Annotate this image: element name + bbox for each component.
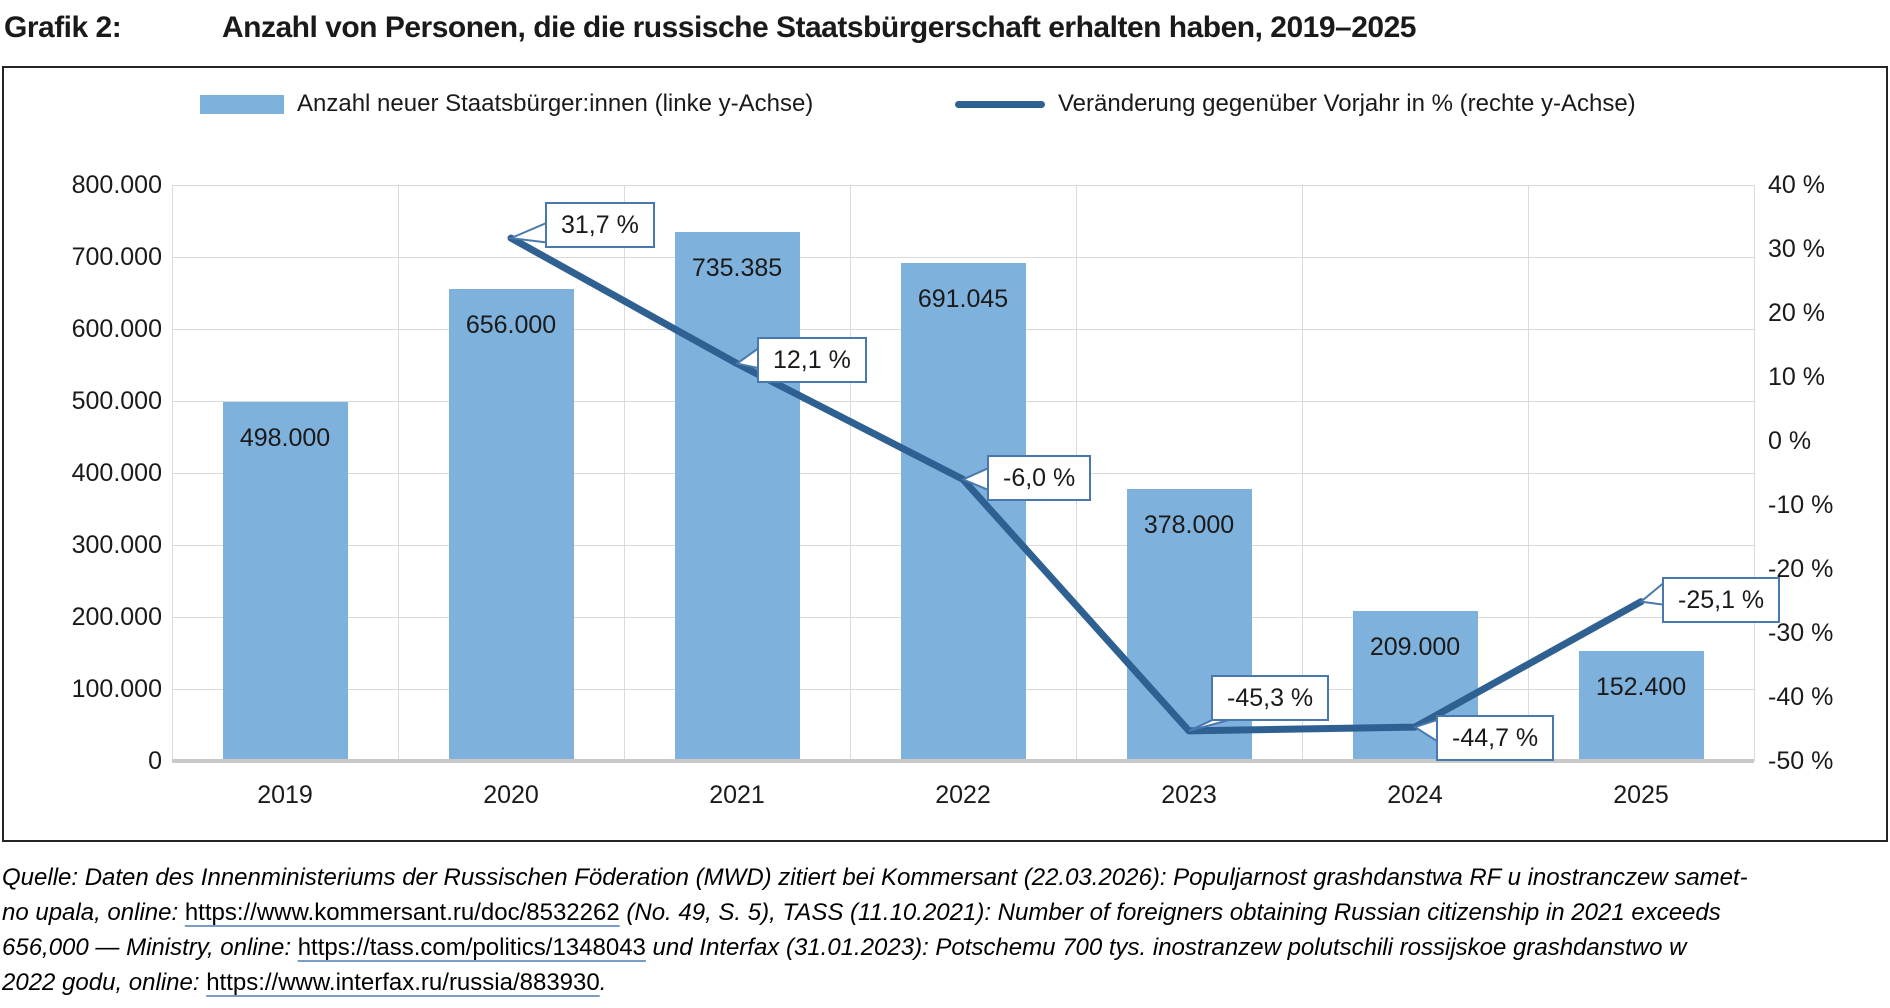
x-axis-label: 2024 (1387, 781, 1443, 809)
left-axis-tick: 0 (148, 747, 162, 775)
callout-2023: -45,3 % (1211, 675, 1330, 721)
callout-2024: -44,7 % (1436, 715, 1555, 761)
gridline-vertical (1528, 185, 1529, 761)
source-line: 2022 godu, online: https://www.interfax.… (2, 965, 1890, 1000)
callout-2021: 12,1 % (757, 337, 867, 383)
legend-bars-label: Anzahl neuer Staatsbürger:innen (linke y… (297, 90, 814, 117)
bar-2020 (448, 288, 574, 761)
bar-value-label: 209.000 (1369, 632, 1461, 661)
x-axis-line (172, 759, 1754, 763)
right-axis-tick: 40 % (1768, 171, 1825, 199)
source-text: Quelle: Daten des Innenministeriums der … (2, 864, 1748, 891)
x-axis-label: 2021 (709, 781, 765, 809)
gridline-horizontal (172, 185, 1754, 186)
gridline-vertical (850, 185, 851, 761)
gridline-horizontal (172, 257, 1754, 258)
source-text: und Interfax (31.01.2023): Potschemu 700… (645, 934, 1687, 961)
chart-legend: Anzahl neuer Staatsbürger:innen (linke y… (4, 88, 1886, 120)
source-text: no upala, online: (2, 899, 185, 926)
left-axis-tick: 800.000 (71, 171, 162, 199)
x-axis-label: 2020 (483, 781, 539, 809)
bar-value-label: 498.000 (239, 424, 331, 453)
callout-2022: -6,0 % (987, 455, 1092, 501)
callout-2025: -25,1 % (1662, 577, 1781, 623)
bar-value-label: 735.385 (691, 253, 783, 282)
left-axis-tick: 600.000 (71, 315, 162, 343)
source-text: 2022 godu, online: (2, 969, 207, 996)
source-link[interactable]: https://www.interfax.ru/russia/883930 (206, 969, 600, 996)
plot-area: 498.000 656.000 735.385 691.045 378.000 209.0… (72, 171, 1834, 809)
source-text: (No. 49, S. 5), TASS (11.10.2021): Numbe… (619, 899, 1721, 926)
source-text: 656,000 — Ministry, online: (2, 934, 298, 961)
change-line-layer (507, 219, 1667, 745)
bar-value-label: 152.400 (1595, 673, 1687, 702)
bar-value-label: 378.000 (1143, 510, 1235, 539)
source-line: no upala, online: https://www.kommersant… (2, 895, 1890, 930)
gridline-vertical (398, 185, 399, 761)
x-axis-label: 2023 (1161, 781, 1217, 809)
left-axis-tick: 500.000 (71, 387, 162, 415)
x-axis-label: 2022 (935, 781, 991, 809)
bar-2025 (1578, 651, 1704, 761)
legend-line-label: Veränderung gegenüber Vorjahr in % (rech… (1058, 90, 1636, 117)
source-link[interactable]: https://www.kommersant.ru/doc/8532262 (184, 899, 620, 926)
left-axis-tick: 400.000 (71, 459, 162, 487)
gridline-vertical (1754, 185, 1755, 761)
gridline-vertical (1302, 185, 1303, 761)
line-swatch-icon (955, 100, 1045, 108)
legend-item-bars: Anzahl neuer Staatsbürger:innen (linke y… (200, 88, 813, 120)
right-axis-tick: 30 % (1768, 235, 1825, 263)
left-axis-tick: 100.000 (71, 675, 162, 703)
right-axis-tick: 0 % (1768, 427, 1812, 455)
source-line: Quelle: Daten des Innenministeriums der … (2, 860, 1890, 895)
left-axis-tick: 200.000 (71, 603, 162, 631)
gridline-vertical (172, 185, 173, 761)
change-line (507, 234, 1645, 735)
gridline-vertical (624, 185, 625, 761)
bar-2022 (900, 263, 1026, 761)
right-axis-tick: -10 % (1768, 491, 1834, 519)
source-link[interactable]: https://tass.com/politics/1348043 (297, 934, 646, 961)
legend-item-line: Veränderung gegenüber Vorjahr in % (rech… (955, 88, 1636, 120)
bar-value-label: 656.000 (465, 310, 557, 339)
source-text: . (599, 969, 607, 996)
chart-frame: Anzahl neuer Staatsbürger:innen (linke y… (2, 66, 1888, 842)
bar-2019 (222, 402, 348, 761)
figure-number: Grafik 2: (4, 11, 122, 44)
bar-2021 (674, 231, 800, 761)
right-axis-tick: -30 % (1768, 619, 1834, 647)
right-axis-tick: -40 % (1768, 683, 1834, 711)
figure-header: Grafik 2: Anzahl von Personen, die die r… (0, 0, 1890, 56)
left-axis-tick: 700.000 (71, 243, 162, 271)
x-axis-label: 2025 (1613, 781, 1669, 809)
x-axis-label: 2019 (257, 781, 313, 809)
source-line: 656,000 — Ministry, online: https://tass… (2, 930, 1890, 965)
right-axis-tick: -50 % (1768, 747, 1834, 775)
right-axis-tick: 20 % (1768, 299, 1825, 327)
source-note: Quelle: Daten des Innenministeriums der … (2, 860, 1890, 1000)
figure-title: Anzahl von Personen, die die russische S… (222, 11, 1416, 44)
callout-2020: 31,7 % (545, 202, 655, 248)
bar-swatch-icon (200, 94, 284, 114)
right-axis-tick: 10 % (1768, 363, 1825, 391)
left-axis-tick: 300.000 (71, 531, 162, 559)
bar-value-label: 691.045 (917, 285, 1009, 314)
right-axis-tick: -20 % (1768, 555, 1834, 583)
